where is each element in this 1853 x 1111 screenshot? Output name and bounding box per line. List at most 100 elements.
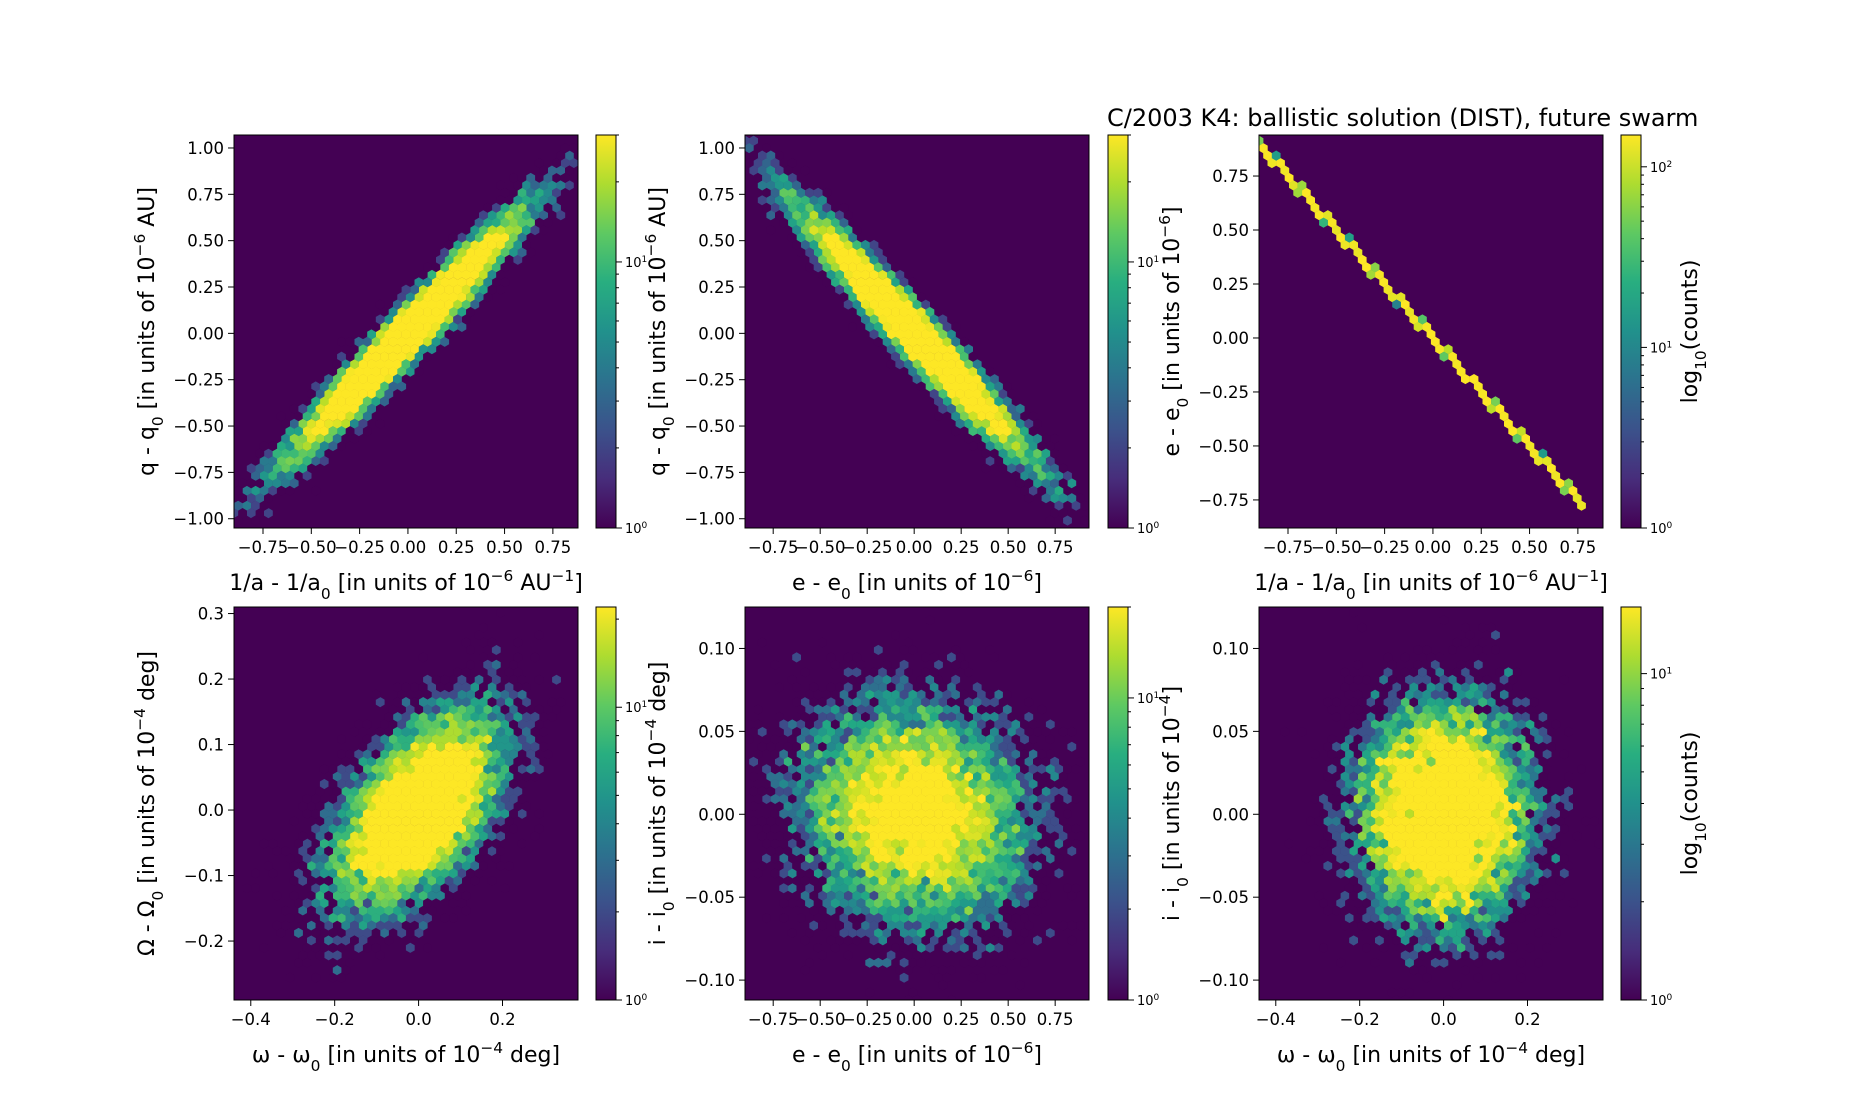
hexbin-cell (805, 927, 814, 938)
hexbin-cell (749, 860, 758, 871)
hexbin-cell (302, 942, 312, 953)
hexbin-cell (1015, 756, 1025, 767)
hexbin-cell (479, 682, 488, 693)
hexbin-cell (951, 793, 961, 804)
hexbin-cell (1020, 426, 1029, 437)
hexbin-cell (1383, 741, 1393, 752)
hexbin-cell (341, 905, 351, 916)
hexbin-cell (466, 659, 475, 670)
hexbin-cell (1387, 719, 1397, 730)
hexbin-cell (981, 388, 991, 399)
hexbin-cell (440, 853, 450, 864)
hexbin-cell (947, 741, 956, 752)
hexbin-cell (479, 831, 488, 842)
hexbin-cell (350, 905, 359, 916)
hexbin-cell (1469, 726, 1479, 737)
hexbin-cell (951, 734, 961, 745)
hexbin-cell (800, 771, 810, 782)
hexbin-cell (1559, 823, 1569, 834)
hexbin-cell (1456, 674, 1466, 685)
hexbin-cell (951, 719, 961, 730)
hexbin-cell (405, 793, 415, 804)
hexbin-cell (328, 913, 338, 924)
hexbin-cell (1504, 846, 1513, 857)
hexbin-cell (1486, 905, 1496, 916)
hexbin-cell (921, 860, 930, 871)
hexbin-cell (1383, 756, 1393, 767)
hexbin-cell (1594, 838, 1603, 849)
hexbin-cell (1525, 838, 1535, 849)
hexbin-cell (405, 898, 415, 909)
hexbin-cell (1452, 860, 1462, 871)
hexbin-cell (397, 778, 407, 790)
hexbin-cell (985, 913, 995, 924)
hexbin-cell (1362, 883, 1371, 894)
hexbin-cell (895, 329, 905, 340)
hexbin-cell (569, 158, 578, 169)
hexbin-cell (856, 927, 866, 938)
hexbin-cell (951, 838, 961, 849)
hexbin-cell (1007, 448, 1016, 459)
hexbin-cell (856, 689, 866, 700)
hexbin-cell (1529, 771, 1539, 782)
hexbin-cell (341, 920, 351, 931)
hexbin-cell (418, 711, 428, 722)
hexbin-cell (345, 426, 355, 437)
hexbin-cell (1439, 764, 1449, 775)
hexbin-cell (276, 455, 286, 466)
hexbin-cell (1478, 756, 1487, 767)
hexbin-cell (371, 764, 381, 775)
hexbin-cell (968, 749, 978, 760)
hexbin-cell (809, 890, 819, 901)
hexbin-cell (921, 786, 930, 797)
hexbin-cell (414, 719, 424, 730)
hexbin-cell (479, 284, 488, 295)
hexbin-cell (457, 853, 467, 864)
hexbin-cell (307, 418, 316, 429)
axes-frame (744, 134, 1090, 529)
hexbin-cell (1499, 778, 1509, 790)
hexbin-cell (826, 831, 836, 842)
hexbin-cell (1516, 426, 1526, 437)
hexbin-cell (307, 920, 316, 931)
hexbin-cell (414, 808, 424, 819)
hexbin-cell (324, 403, 333, 414)
hexbin-cell (964, 801, 973, 812)
hexbin-cell (955, 801, 965, 812)
hexbin-cell (947, 890, 956, 901)
hexbin-cell (371, 853, 381, 864)
hexbin-cell (474, 823, 484, 834)
hexbin-cell (302, 957, 312, 968)
hexbin-cell (947, 860, 956, 871)
hexbin-cell (1387, 749, 1397, 760)
hexbin-cell (998, 786, 1008, 797)
hexbin-cell (1301, 187, 1311, 198)
hexbin-cell (1085, 538, 1094, 548)
hexbin-cell (994, 381, 1004, 392)
hexbin-cell (410, 697, 419, 708)
hexbin-cell (1041, 890, 1051, 901)
hexbin-cell (1327, 704, 1337, 715)
hexbin-cell (470, 860, 480, 871)
hexbin-cell (805, 247, 814, 258)
hexbin-cell (371, 366, 381, 377)
hexbin-cell (757, 180, 767, 191)
hexbin-cell (332, 433, 342, 444)
hexbin-cell (427, 329, 437, 340)
hexbin-cell (878, 875, 887, 886)
hexbin-cell (779, 808, 789, 819)
hexbin-cell (1413, 674, 1423, 685)
hexbin-cell (925, 793, 935, 804)
hexbin-cell (272, 463, 282, 474)
hexbin-cell (1033, 786, 1042, 797)
hexbin-cell (1396, 689, 1406, 700)
hexbin-cell (500, 793, 510, 804)
hexbin-cell (388, 764, 398, 775)
hexbin-cell (942, 898, 952, 909)
hexbin-cell (1439, 351, 1449, 362)
hexbin-cell (1409, 875, 1419, 886)
hexbin-cell (1020, 927, 1029, 938)
hexbin-cell (1063, 823, 1072, 834)
hexbin-cell (753, 172, 763, 183)
hexbin-cell (491, 838, 501, 849)
